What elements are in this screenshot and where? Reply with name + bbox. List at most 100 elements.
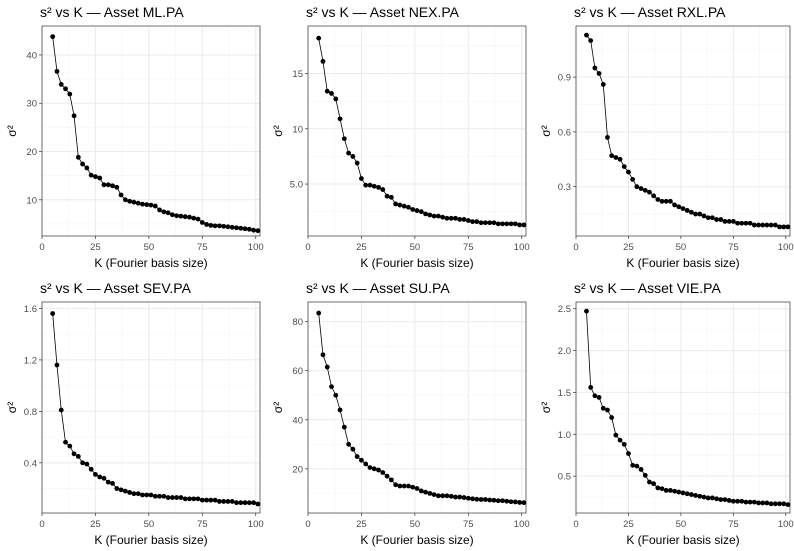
panel-border [307, 25, 527, 237]
data-point [785, 224, 791, 230]
panel-su-pa: s² vs K — Asset SU.PA K (Fourier basis s… [271, 280, 530, 547]
data-point [621, 441, 627, 447]
data-point [431, 213, 437, 219]
data-point [697, 493, 703, 499]
data-point [367, 182, 373, 188]
data-point [367, 465, 373, 471]
panel-ml-pa: s² vs K — Asset ML.PA K (Fourier basis s… [5, 4, 264, 270]
data-point [461, 495, 467, 500]
x-tick-label: 50 [144, 242, 155, 253]
x-tick-label: 0 [39, 242, 44, 253]
data-point [423, 211, 428, 217]
y-tick-label: 30 [26, 99, 37, 110]
data-point [238, 225, 244, 231]
data-point [410, 207, 416, 212]
x-tick-label: 100 [778, 519, 794, 530]
data-point [216, 499, 222, 504]
panel-vie-pa: s² vs K — Asset VIE.PA K (Fourier basis … [539, 280, 794, 547]
data-point [242, 226, 248, 232]
data-point [148, 492, 154, 498]
data-point [101, 475, 107, 481]
x-tick-label: 75 [728, 242, 739, 253]
x-tick-label: 100 [514, 519, 530, 530]
data-point [701, 213, 707, 219]
data-point [199, 497, 205, 503]
data-point [596, 71, 602, 76]
data-point [131, 199, 137, 205]
data-point [169, 212, 175, 218]
data-point [363, 182, 369, 188]
data-point [474, 496, 480, 502]
panel-border [41, 301, 261, 514]
data-point [324, 88, 330, 94]
x-tick-label: 25 [623, 242, 634, 253]
y-tick-label: 10 [292, 124, 303, 135]
data-point [406, 204, 411, 210]
data-point [346, 150, 352, 156]
data-point [216, 223, 222, 229]
data-point [684, 208, 690, 213]
data-point [324, 364, 330, 370]
data-point [453, 494, 458, 500]
x-tick-label: 50 [410, 519, 421, 530]
data-point [521, 222, 527, 228]
x-tick-label: 25 [356, 519, 367, 530]
x-tick-label: 0 [305, 519, 310, 530]
data-point [482, 497, 488, 502]
data-point [693, 493, 698, 498]
x-tick-label: 75 [728, 519, 739, 530]
data-point [229, 499, 235, 504]
data-point [461, 217, 467, 222]
data-point [208, 222, 214, 228]
data-point [140, 201, 145, 207]
data-point [195, 216, 201, 222]
data-point [63, 86, 68, 92]
data-point [384, 473, 390, 479]
data-point [592, 65, 598, 71]
panel-sev-pa: s² vs K — Asset SEV.PA K (Fourier basis … [5, 280, 264, 547]
x-tick-label: 50 [676, 519, 687, 530]
data-point [105, 182, 111, 188]
x-tick-label: 0 [39, 519, 44, 530]
data-point [747, 220, 753, 226]
data-point [760, 222, 766, 228]
data-point [54, 362, 60, 368]
data-point [478, 220, 484, 226]
data-point [333, 96, 339, 102]
data-point [730, 498, 736, 504]
data-point [75, 154, 81, 160]
data-point [659, 486, 665, 492]
data-point [768, 501, 774, 507]
data-point [127, 198, 133, 204]
data-point [174, 495, 180, 500]
y-tick-label: 1.2 [24, 355, 37, 366]
panel-border [575, 301, 791, 514]
data-point [414, 208, 420, 213]
y-tick-label: 1.6 [24, 304, 37, 315]
data-point [482, 220, 488, 226]
data-point [491, 220, 497, 226]
data-point [739, 220, 745, 226]
data-point [54, 68, 60, 74]
data-point [50, 311, 56, 316]
data-point [672, 202, 678, 208]
data-point [680, 206, 686, 212]
data-point [152, 203, 158, 209]
data-point [714, 496, 719, 502]
data-point [182, 214, 188, 220]
panel-border [575, 25, 791, 237]
data-point [88, 172, 94, 178]
data-point [584, 308, 589, 314]
data-point [234, 500, 239, 506]
data-point [75, 453, 81, 459]
data-point [751, 499, 757, 505]
y-tick-label: 1.5 [558, 388, 571, 399]
data-point [174, 213, 180, 219]
data-point [431, 492, 437, 497]
data-point [333, 392, 339, 398]
data-point [772, 501, 778, 507]
data-point [397, 202, 403, 208]
panel-rxl-pa: s² vs K — Asset RXL.PA K (Fourier basis … [539, 4, 794, 270]
data-point [726, 498, 732, 503]
